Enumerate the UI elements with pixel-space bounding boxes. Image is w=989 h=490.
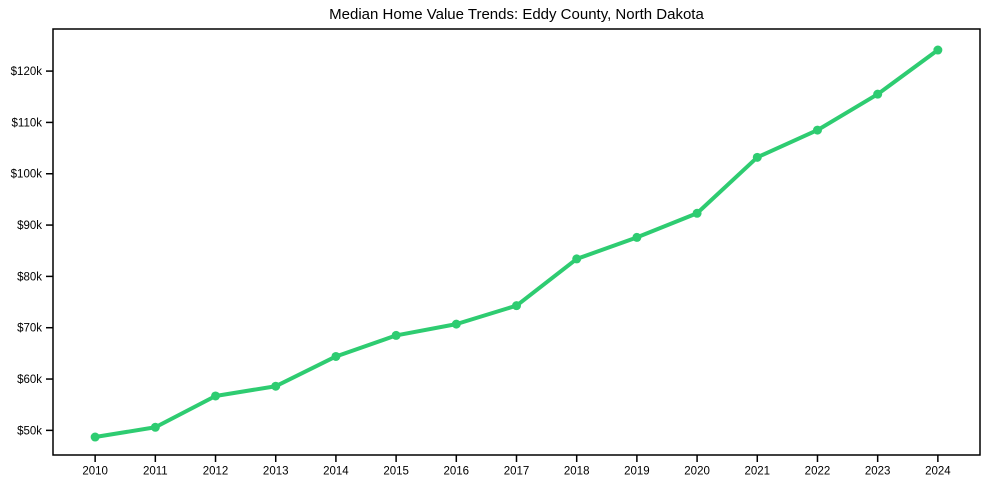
y-tick-label: $70k: [17, 323, 42, 335]
x-tick-label: 2013: [263, 466, 289, 478]
x-tick-label: 2014: [323, 466, 349, 478]
data-point-marker: [391, 330, 401, 340]
x-tick-label: 2019: [624, 466, 650, 478]
data-point-marker: [812, 125, 822, 135]
data-point-marker: [90, 432, 100, 442]
y-tick-label: $110k: [12, 117, 43, 129]
x-tick-label: 2023: [865, 466, 891, 478]
data-point-marker: [512, 301, 521, 311]
chart-title: Median Home Value Trends: Eddy County, N…: [329, 6, 704, 23]
x-tick-label: 2012: [203, 466, 229, 478]
data-point-marker: [873, 89, 883, 99]
data-point-marker: [451, 319, 461, 329]
data-point-marker: [572, 254, 582, 264]
x-tick-label: 2016: [444, 466, 470, 478]
x-tick-label: 2011: [143, 466, 168, 478]
data-point-marker: [752, 152, 762, 162]
x-tick-label: 2022: [805, 466, 831, 478]
data-point-marker: [331, 351, 341, 361]
y-tick-label: $100k: [11, 169, 43, 181]
x-tick-label: 2017: [504, 466, 530, 478]
data-point-marker: [632, 232, 642, 242]
data-point-marker: [150, 422, 160, 432]
y-tick-label: $80k: [17, 271, 42, 283]
y-tick-label: $120k: [11, 66, 43, 78]
y-tick-label: $60k: [17, 374, 42, 386]
y-tick-label: $50k: [17, 425, 42, 437]
y-tick-label: $90k: [17, 220, 42, 232]
x-tick-label: 2020: [684, 466, 710, 478]
x-tick-label: 2021: [744, 466, 770, 478]
plot-border: [52, 28, 981, 456]
x-tick-label: 2015: [383, 466, 409, 478]
data-point-marker: [692, 208, 702, 218]
x-tick-label: 2018: [564, 466, 590, 478]
data-point-marker: [211, 391, 221, 401]
data-point-marker: [933, 45, 943, 55]
x-tick-label: 2010: [82, 466, 108, 478]
data-point-marker: [271, 381, 281, 391]
x-tick-label: 2024: [925, 466, 951, 478]
